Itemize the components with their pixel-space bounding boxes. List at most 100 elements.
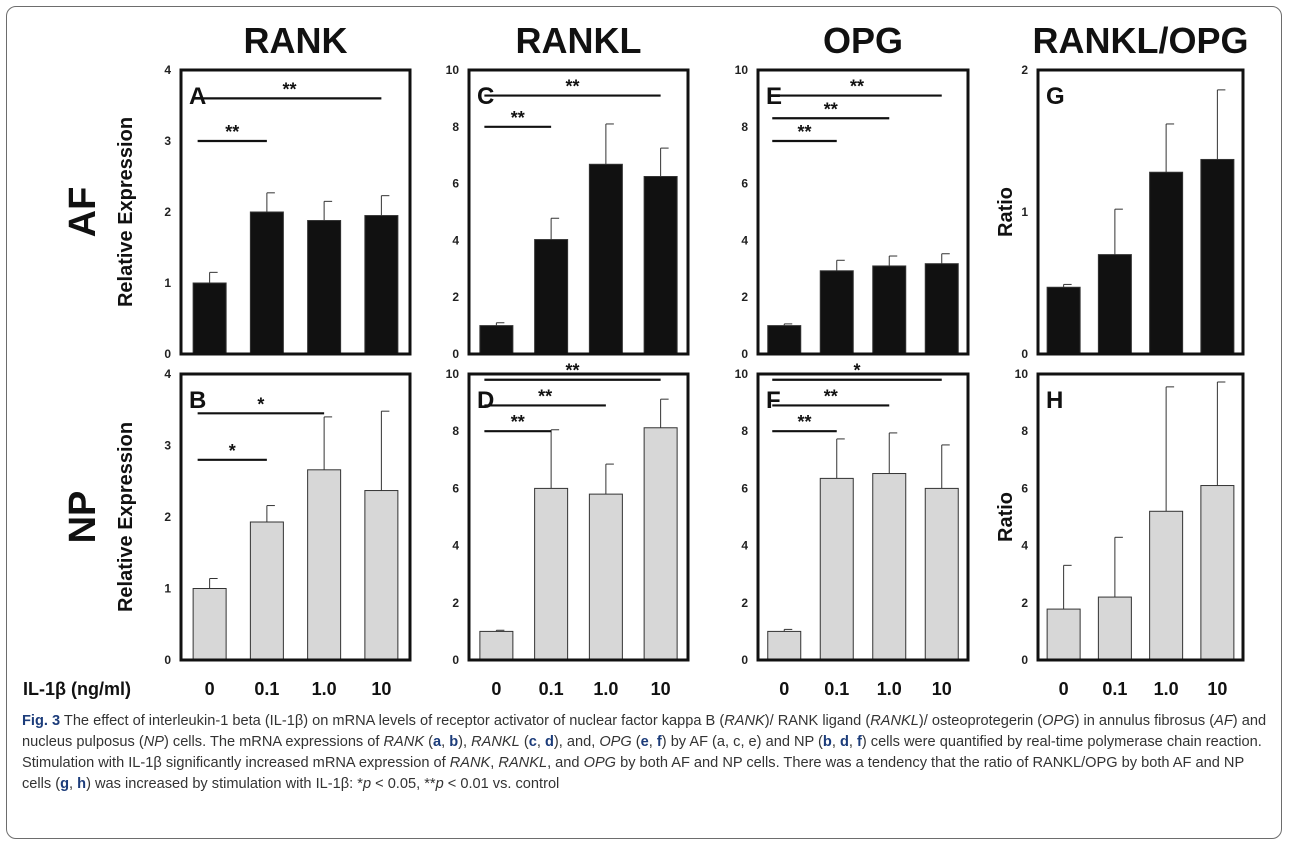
- y-tick-label: 0: [741, 653, 748, 667]
- panel-title: RANK: [244, 20, 348, 61]
- y-tick-label: 4: [452, 539, 459, 553]
- bar: [249, 211, 284, 355]
- y-tick-label: 10: [735, 367, 749, 381]
- panel-title: RANKL/OPG: [1033, 20, 1249, 61]
- y-tick-label: 6: [741, 481, 748, 495]
- panel-letter: A: [189, 83, 206, 110]
- caption-text: (: [519, 734, 529, 750]
- y-axis-label: Ratio: [995, 492, 1017, 542]
- y-tick-label: 2: [1021, 596, 1028, 610]
- caption-text: ) cells were quantified by real-time pol…: [22, 734, 1262, 771]
- figure-frame: [6, 6, 1282, 839]
- y-tick-label: 10: [1015, 367, 1029, 381]
- y-axis-label: Relative Expression: [115, 422, 137, 612]
- significance-label: *: [853, 361, 860, 381]
- panel-title: RANKL: [516, 20, 642, 61]
- caption-text: ) in annulus fibrosus (: [1074, 713, 1215, 729]
- caption-panel-ref: a: [432, 734, 442, 750]
- caption-text: ) by AF (a, c, e) and NP (: [661, 734, 823, 750]
- x-tick-label: 10: [932, 679, 952, 699]
- y-axis-label: Relative Expression: [115, 117, 137, 307]
- caption-text: ,: [648, 734, 657, 750]
- caption-text: )/ osteoprotegerin (: [918, 713, 1043, 729]
- caption-figure-label: Fig. 3: [22, 713, 61, 729]
- bar: [479, 325, 514, 355]
- bar: [643, 176, 678, 355]
- bar: [192, 282, 227, 355]
- significance-label: **: [538, 386, 552, 406]
- significance-label: **: [511, 108, 525, 128]
- y-tick-label: 10: [446, 367, 460, 381]
- x-tick-label: 0.1: [824, 679, 849, 699]
- caption-italic: OPG: [1042, 713, 1075, 729]
- significance-label: **: [511, 412, 525, 432]
- significance-label: **: [824, 99, 838, 119]
- y-tick-label: 4: [1021, 539, 1028, 553]
- panel-letter: B: [189, 387, 206, 414]
- y-tick-label: 6: [1021, 481, 1028, 495]
- bar: [819, 477, 854, 661]
- bar: [307, 220, 342, 355]
- panel-letter: D: [477, 387, 494, 414]
- caption-text: )/ RANK ligand (: [764, 713, 871, 729]
- y-tick-label: 2: [452, 596, 459, 610]
- caption-italic: RANK: [449, 755, 491, 771]
- bar: [1200, 158, 1235, 355]
- y-tick-label: 4: [452, 233, 459, 247]
- y-tick-label: 0: [741, 347, 748, 361]
- x-tick-label: 0: [491, 679, 501, 699]
- bar: [307, 469, 342, 661]
- row-label-np: NP: [62, 491, 104, 544]
- caption-panel-ref: d: [544, 734, 554, 750]
- bar: [1200, 485, 1235, 661]
- bar: [819, 270, 854, 355]
- caption-panel-ref: f: [656, 734, 662, 750]
- bar: [192, 588, 227, 661]
- significance-label: **: [282, 79, 296, 99]
- caption-italic: NP: [143, 734, 164, 750]
- caption-panel-ref: b: [822, 734, 832, 750]
- caption-text: < 0.05, **: [371, 776, 436, 792]
- caption-text: (: [631, 734, 641, 750]
- y-tick-label: 1: [164, 276, 171, 290]
- bar: [1149, 171, 1184, 355]
- x-tick-label: 0.1: [539, 679, 564, 699]
- significance-label: *: [229, 441, 236, 461]
- caption-text: ,: [441, 734, 450, 750]
- y-tick-label: 6: [741, 177, 748, 191]
- caption-text: (: [424, 734, 433, 750]
- bar: [1046, 608, 1081, 661]
- caption-panel-ref: c: [528, 734, 537, 750]
- x-tick-label: 1.0: [1154, 679, 1179, 699]
- caption-text: ,: [69, 776, 78, 792]
- significance-label: **: [225, 122, 239, 142]
- bar: [1097, 254, 1132, 355]
- bar: [1097, 596, 1132, 661]
- caption-panel-ref: g: [60, 776, 70, 792]
- x-axis-title: IL-1β (ng/ml): [23, 679, 131, 699]
- y-tick-label: 0: [1021, 347, 1028, 361]
- y-tick-label: 4: [164, 63, 171, 77]
- x-tick-label: 0: [1059, 679, 1069, 699]
- caption-italic: p: [435, 776, 444, 792]
- caption-text: ,: [490, 755, 499, 771]
- caption-panel-ref: f: [856, 734, 862, 750]
- caption-text: by both AF and NP cells. There was a ten…: [22, 755, 1244, 792]
- y-axis-label: Ratio: [995, 187, 1017, 237]
- significance-label: **: [850, 77, 864, 97]
- caption-text: ) cells. The mRNA expressions of: [163, 734, 384, 750]
- x-tick-label: 1.0: [312, 679, 337, 699]
- panel-letter: H: [1046, 387, 1063, 414]
- y-tick-label: 2: [1021, 63, 1028, 77]
- x-tick-label: 10: [1207, 679, 1227, 699]
- x-tick-label: 0.1: [254, 679, 279, 699]
- y-tick-label: 8: [741, 120, 748, 134]
- caption-italic: p: [362, 776, 372, 792]
- caption-panel-ref: h: [77, 776, 87, 792]
- figure-caption: Fig. 3 The effect of interleukin-1 beta …: [22, 711, 1267, 795]
- caption-text: ) and nucleus pulposus (: [22, 713, 1267, 750]
- caption-italic: RANKL: [471, 734, 520, 750]
- significance-label: *: [257, 394, 264, 414]
- caption-text: ,: [536, 734, 545, 750]
- panel-letter: C: [477, 83, 494, 110]
